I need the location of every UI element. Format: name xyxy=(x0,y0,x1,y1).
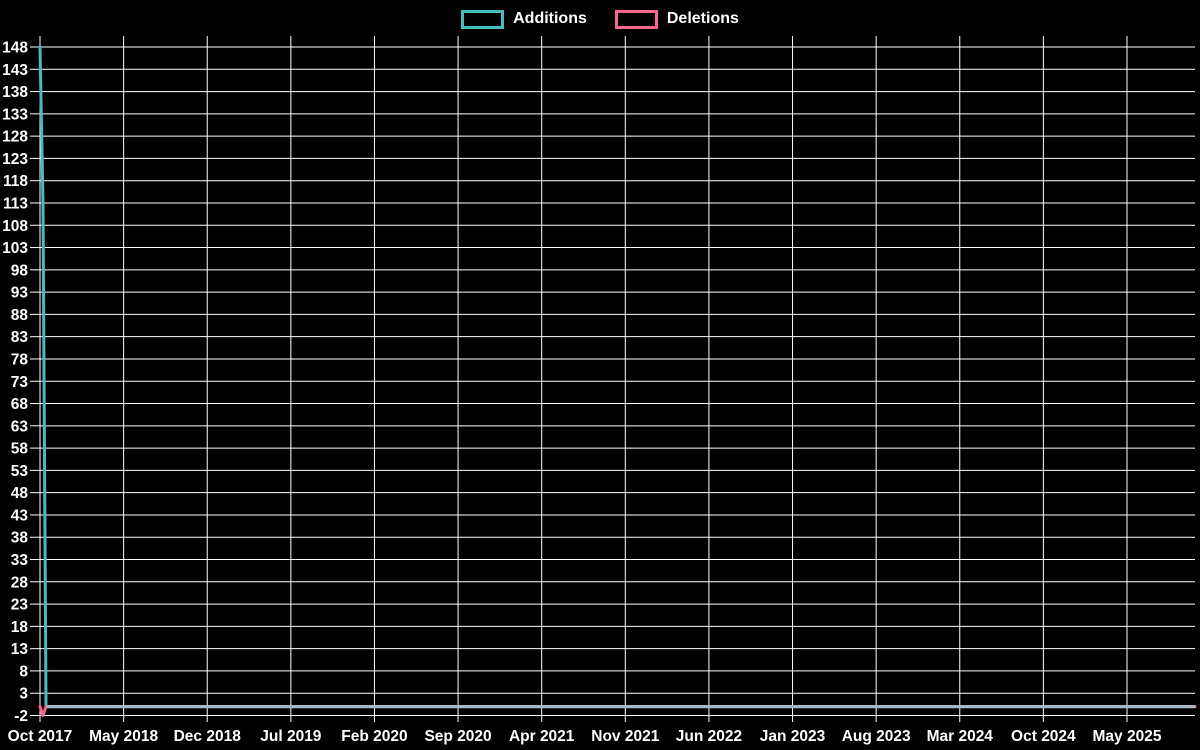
x-tick-label: Sep 2020 xyxy=(424,728,491,745)
y-tick-label: 113 xyxy=(3,195,28,212)
y-tick-label: 73 xyxy=(11,374,29,391)
y-tick-label: 138 xyxy=(2,84,28,101)
y-tick-label: 128 xyxy=(2,129,28,146)
chart-legend: Additions Deletions xyxy=(0,5,1200,33)
y-tick-label: 38 xyxy=(11,530,29,547)
y-tick-label: 28 xyxy=(11,574,29,591)
x-tick-label: Jul 2019 xyxy=(260,728,322,745)
x-tick-label: May 2018 xyxy=(89,728,158,745)
y-tick-label: 93 xyxy=(11,285,29,302)
series-lines xyxy=(38,45,1197,717)
x-tick-label: Apr 2021 xyxy=(509,728,575,745)
y-axis: 1481431381331281231181131081039893888378… xyxy=(2,40,1195,725)
x-tick-label: Feb 2020 xyxy=(341,728,407,745)
additions-legend-swatch xyxy=(461,9,505,29)
y-tick-label: 68 xyxy=(11,396,29,413)
y-tick-label: 83 xyxy=(11,329,29,346)
y-tick-label: 148 xyxy=(2,40,28,57)
y-tick-label: 133 xyxy=(2,106,28,123)
y-tick-label: 78 xyxy=(11,351,29,368)
deletions-legend-swatch xyxy=(614,9,658,29)
additions-legend-label: Additions xyxy=(513,10,587,27)
y-tick-label: 103 xyxy=(2,240,28,257)
y-tick-label: 53 xyxy=(11,463,29,480)
y-tick-label: 48 xyxy=(11,485,29,502)
x-tick-label: Oct 2024 xyxy=(1011,728,1076,745)
x-tick-label: Dec 2018 xyxy=(174,728,242,745)
y-tick-label: 118 xyxy=(3,173,28,190)
y-tick-label: 43 xyxy=(11,507,29,524)
x-tick-label: Oct 2017 xyxy=(8,728,73,745)
y-tick-label: 143 xyxy=(2,62,28,79)
y-tick-label: 3 xyxy=(19,686,28,703)
y-tick-label: 98 xyxy=(11,262,29,279)
y-tick-label: 33 xyxy=(11,552,29,569)
x-tick-label: Aug 2023 xyxy=(842,728,911,745)
y-tick-label: 13 xyxy=(11,641,29,658)
y-tick-label: 8 xyxy=(19,663,28,680)
x-axis: Oct 2017 May 2018 Dec 2018 Jul 2019 Feb 2020… xyxy=(8,36,1162,745)
y-tick-label: 88 xyxy=(11,307,29,324)
x-tick-label: Mar 2024 xyxy=(927,728,994,745)
additions-line xyxy=(38,45,1197,709)
deletions-legend-label: Deletions xyxy=(666,10,739,27)
x-tick-label: Nov 2021 xyxy=(591,728,659,745)
legend-item-additions[interactable]: Additions xyxy=(461,9,587,29)
y-tick-label: 123 xyxy=(2,151,28,168)
y-tick-label: 108 xyxy=(2,218,28,235)
y-tick-label: 18 xyxy=(11,619,29,636)
y-tick-label: 63 xyxy=(11,418,29,435)
y-tick-label: 23 xyxy=(11,597,29,614)
legend-item-deletions[interactable]: Deletions xyxy=(614,9,739,29)
x-tick-label: Jan 2023 xyxy=(760,728,826,745)
x-tick-label: May 2025 xyxy=(1093,728,1162,745)
y-tick-label: -2 xyxy=(14,708,28,725)
y-tick-label: 58 xyxy=(11,441,29,458)
x-tick-label: Jun 2022 xyxy=(676,728,742,745)
